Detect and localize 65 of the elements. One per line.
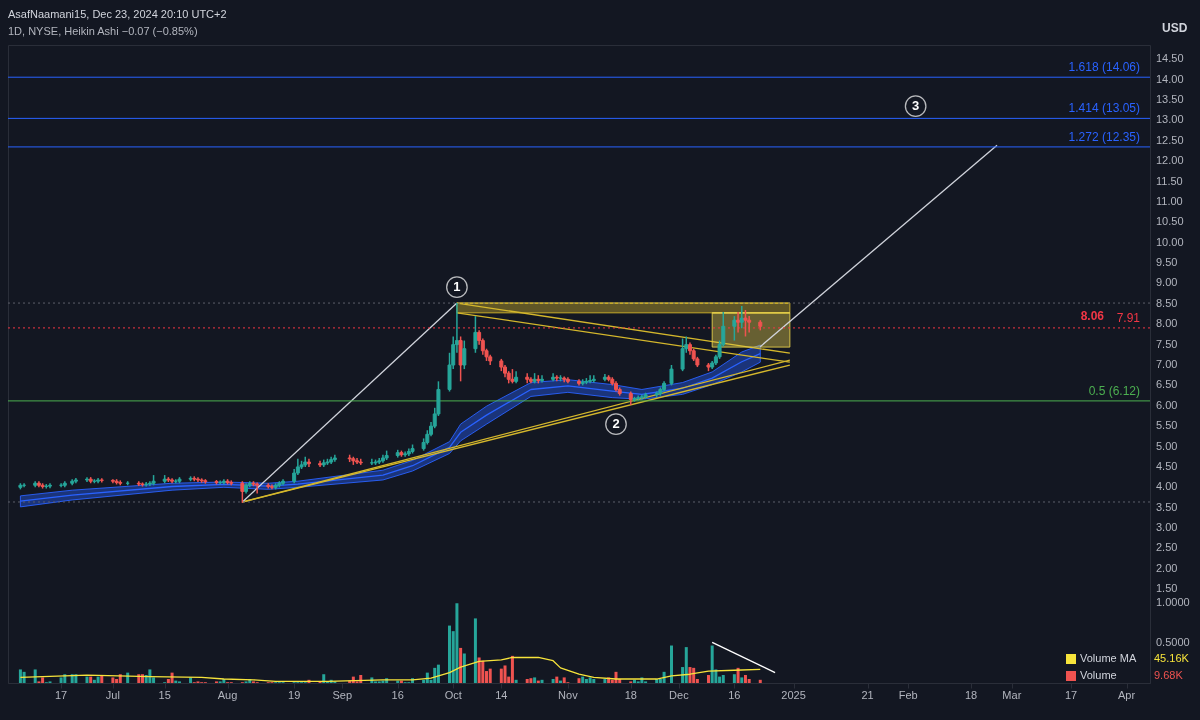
- text: 9.68K: [1154, 669, 1184, 681]
- x-tick-label: Dec: [669, 689, 690, 701]
- y2-tick-label: 1.0000: [1156, 596, 1190, 609]
- ref-line-label: 7.91: [1116, 310, 1141, 325]
- x-tick-label: 19: [288, 689, 301, 701]
- x-tick-label: Feb: [898, 689, 918, 701]
- x-tick-label: 14: [495, 689, 508, 701]
- y-tick-label: 1.50: [1156, 582, 1178, 595]
- y-tick-label: 8.00: [1156, 317, 1178, 330]
- y-tick-label: 6.50: [1156, 378, 1178, 391]
- x-tick-label: Jul: [105, 689, 120, 701]
- ref-line-label: 1.272 (12.35): [1068, 129, 1140, 144]
- y-tick-label: 3.50: [1156, 500, 1178, 513]
- y-tick-label: 14.00: [1156, 72, 1184, 85]
- x-tick-label: Apr: [1117, 689, 1136, 701]
- x-tick-label: 15: [158, 689, 171, 701]
- y-tick-label: 11.00: [1156, 194, 1183, 207]
- y-tick-label: 5.50: [1156, 419, 1178, 432]
- x-tick-label: 17: [1064, 689, 1078, 701]
- y-tick-label: 5.00: [1156, 439, 1178, 452]
- x-tick-label: Oct: [444, 689, 462, 701]
- y-tick-label: 12.50: [1156, 133, 1184, 146]
- y-tick-label: 9.00: [1156, 276, 1178, 289]
- x-tick-label: Sep: [332, 689, 353, 701]
- y2-tick-label: 0.5000: [1156, 636, 1190, 649]
- annotation: 8.06: [1080, 309, 1105, 323]
- annotation: 3: [912, 98, 920, 114]
- x-tick-label: 18: [624, 689, 637, 701]
- y-tick-label: 4.50: [1156, 459, 1178, 472]
- y-tick-label: 3.00: [1156, 521, 1178, 534]
- y-tick-label: 10.00: [1156, 235, 1184, 248]
- legend-label: Volume MA: [1080, 652, 1137, 664]
- x-tick-label: Mar: [1002, 689, 1022, 701]
- y-tick-label: 14.50: [1156, 52, 1184, 65]
- y-tick-label: 9.50: [1156, 256, 1178, 269]
- text: 45.16K: [1154, 652, 1190, 664]
- y-tick-label: 7.00: [1156, 358, 1178, 371]
- y-tick-label: 11.50: [1156, 174, 1183, 187]
- x-tick-label: 16: [391, 689, 404, 701]
- y-tick-label: 2.50: [1156, 541, 1178, 554]
- x-tick-label: 18: [965, 689, 978, 701]
- x-tick-label: Nov: [558, 689, 579, 701]
- x-tick-label: Aug: [217, 689, 238, 701]
- ref-line-label: 0.5 (6.12): [1088, 383, 1140, 398]
- y-tick-label: 13.50: [1156, 93, 1184, 106]
- y-tick-label: 13.00: [1156, 113, 1184, 126]
- chart-subtitle: 1D, NYSE, Heikin Ashi −0.07 (−0.85%): [8, 25, 198, 37]
- y-tick-label: 12.00: [1156, 154, 1184, 167]
- annotation: 2: [612, 416, 620, 432]
- legend-label: Volume: [1080, 669, 1117, 681]
- x-tick-label: 17: [54, 689, 68, 701]
- y-tick-label: 8.50: [1156, 296, 1178, 309]
- x-tick-label: 2025: [781, 689, 806, 701]
- y-tick-label: 6.00: [1156, 398, 1178, 411]
- y-tick-label: 7.50: [1156, 337, 1178, 350]
- annotation: 1: [453, 279, 461, 295]
- chart-title: AsafNaamani15, Dec 23, 2024 20:10 UTC+2: [8, 8, 227, 20]
- x-tick-label: 21: [861, 689, 874, 701]
- y-tick-label: 4.00: [1156, 480, 1178, 493]
- text: USD: [1162, 21, 1188, 35]
- y-tick-label: 10.50: [1156, 215, 1184, 228]
- y-tick-label: 2.00: [1156, 561, 1178, 574]
- x-tick-label: 16: [728, 689, 741, 701]
- ref-line-label: 1.414 (13.05): [1068, 101, 1140, 116]
- ref-line-label: 1.618 (14.06): [1068, 60, 1140, 75]
